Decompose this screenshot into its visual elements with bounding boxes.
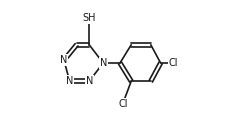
Text: N: N: [60, 55, 68, 65]
Text: N: N: [100, 58, 107, 68]
Text: N: N: [85, 76, 93, 86]
Text: Cl: Cl: [118, 99, 127, 109]
Text: Cl: Cl: [168, 58, 178, 68]
Text: N: N: [66, 76, 73, 86]
Text: SH: SH: [83, 13, 96, 23]
